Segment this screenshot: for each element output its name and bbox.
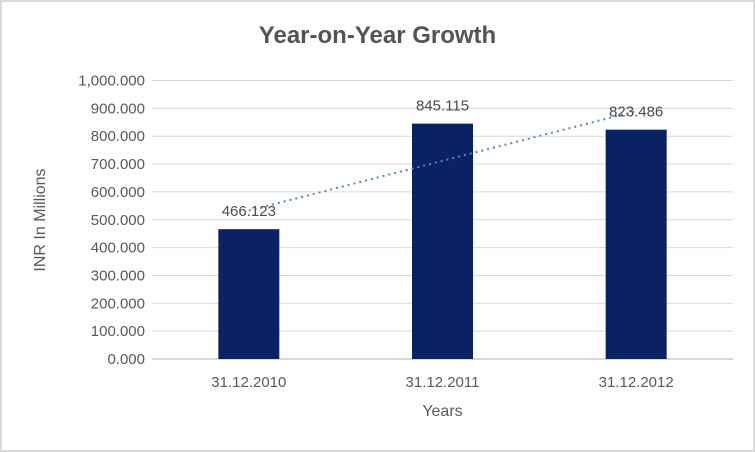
- chart-title: Year-on-Year Growth: [258, 22, 497, 49]
- y-tick-label: 600.000: [91, 184, 145, 201]
- y-tick-label: 0.000: [107, 351, 145, 368]
- y-tick-label: 400.000: [91, 240, 145, 257]
- y-tick-label: 500.000: [91, 212, 145, 229]
- y-tick-label: 800.000: [91, 128, 145, 145]
- y-tick-label: 200.000: [91, 295, 145, 312]
- x-tick-label: 31.12.2011: [406, 374, 480, 391]
- data-label: 845.115: [416, 98, 469, 115]
- data-label: 823.486: [609, 104, 663, 121]
- y-tick-label: 1,000.000: [78, 73, 145, 90]
- x-tick-label: 31.12.2010: [211, 374, 286, 391]
- trendline: [248, 110, 637, 212]
- y-tick-label: 700.000: [91, 156, 145, 173]
- y-tick-label: 300.000: [91, 267, 145, 284]
- x-axis-title: Years: [422, 403, 463, 420]
- bar-31.12.2012[interactable]: [605, 129, 667, 359]
- bar-31.12.2010[interactable]: [218, 229, 280, 359]
- data-label: 466.123: [222, 203, 276, 220]
- y-tick-label: 900.000: [91, 100, 145, 117]
- bar-31.12.2011[interactable]: [412, 123, 473, 360]
- x-tick-label: 31.12.2012: [599, 374, 674, 391]
- y-tick-label: 100.000: [91, 323, 145, 340]
